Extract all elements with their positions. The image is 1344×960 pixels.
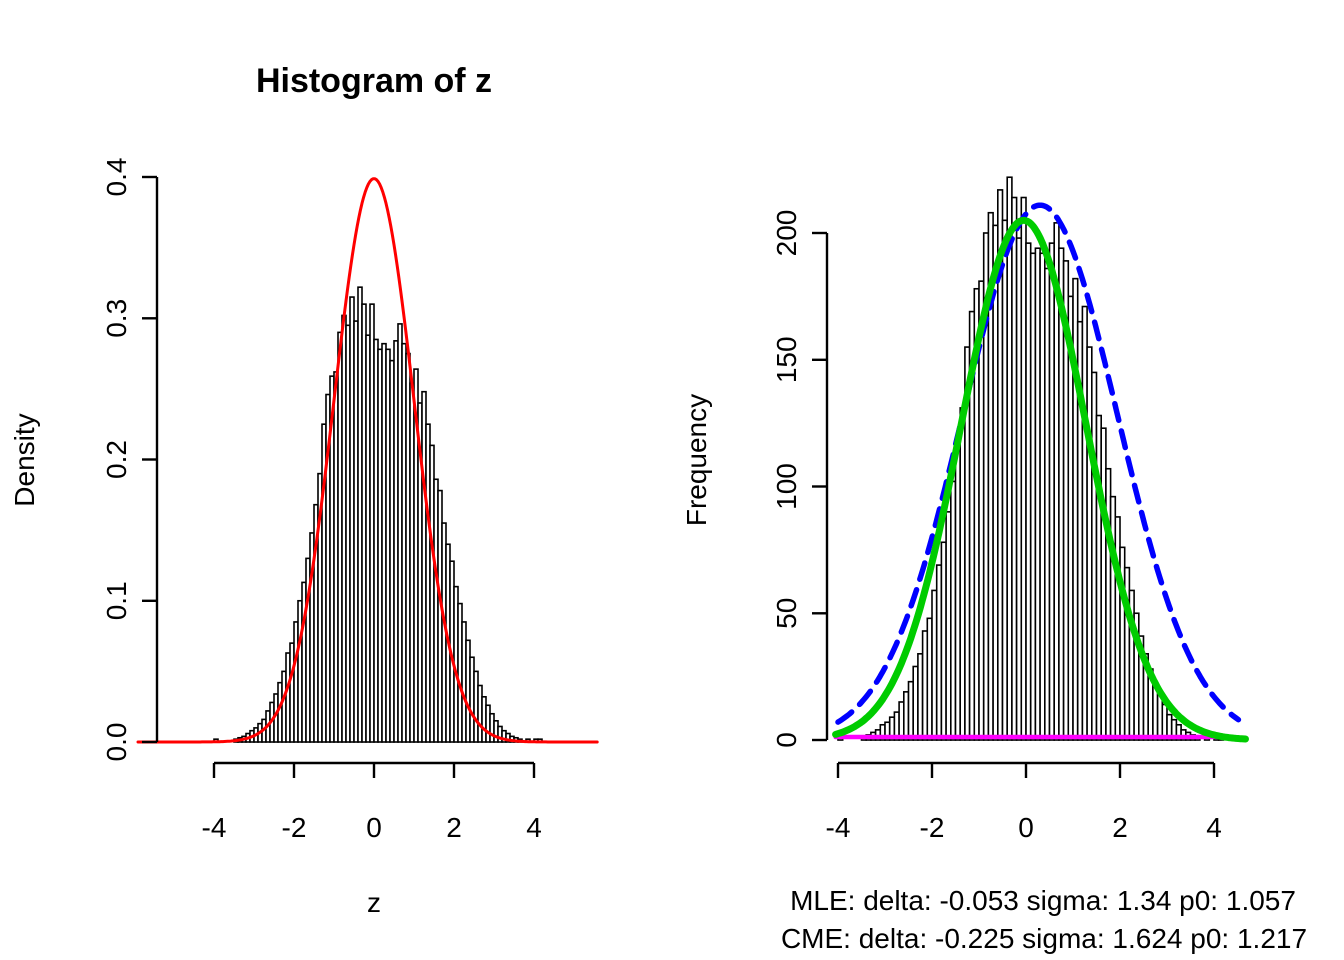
- x-tick-label: 2: [446, 812, 462, 843]
- y-tick-label: 0.2: [101, 440, 132, 479]
- axes: [142, 175, 536, 778]
- right-histogram-panel: 0 50 100 150 200 -4 -2 0 2 4: [771, 176, 1249, 843]
- tick-labels: 0.0 0.1 0.2 0.3 0.4 -4 -2 0 2 4: [101, 158, 542, 843]
- y-tick-label: 0.3: [101, 299, 132, 338]
- x-tick-label: 4: [1206, 812, 1222, 843]
- x-tick-label: -4: [826, 812, 851, 843]
- y-axis-label-density: Density: [9, 413, 40, 506]
- mle-parameters-text: MLE: delta: -0.053 sigma: 1.34 p0: 1.057: [790, 885, 1296, 916]
- x-axis-label-z: z: [367, 887, 381, 918]
- cme-fit-curve: [835, 202, 1242, 725]
- y-tick-label: 0: [771, 732, 802, 748]
- y-tick-label: 200: [771, 210, 802, 257]
- plot-title: Histogram of z: [256, 62, 492, 100]
- y-tick-label: 0.1: [101, 581, 132, 620]
- x-tick-label: 4: [526, 812, 542, 843]
- left-histogram-panel: 0.0 0.1 0.2 0.3 0.4 -4 -2 0 2 4: [101, 158, 599, 843]
- cme-parameters-text: CME: delta: -0.225 sigma: 1.624 p0: 1.21…: [781, 923, 1307, 954]
- mle-fit-curve: [832, 216, 1249, 743]
- x-tick-label: -2: [282, 812, 307, 843]
- histogram-bars: [213, 286, 543, 743]
- standard-normal-density-curve: [136, 177, 599, 744]
- tick-labels: 0 50 100 150 200 -4 -2 0 2 4: [771, 210, 1222, 843]
- histogram-bars: [837, 176, 1225, 741]
- y-tick-label: 50: [771, 598, 802, 629]
- x-tick-label: -2: [920, 812, 945, 843]
- axes: [812, 231, 1216, 778]
- x-tick-label: 2: [1112, 812, 1128, 843]
- y-axis-label-frequency: Frequency: [681, 394, 712, 526]
- x-tick-label: -4: [202, 812, 227, 843]
- x-tick-label: 0: [1018, 812, 1034, 843]
- y-tick-label: 0.4: [101, 158, 132, 197]
- y-tick-label: 100: [771, 463, 802, 510]
- y-tick-label: 0.0: [101, 723, 132, 762]
- x-tick-label: 0: [366, 812, 382, 843]
- y-tick-label: 150: [771, 336, 802, 383]
